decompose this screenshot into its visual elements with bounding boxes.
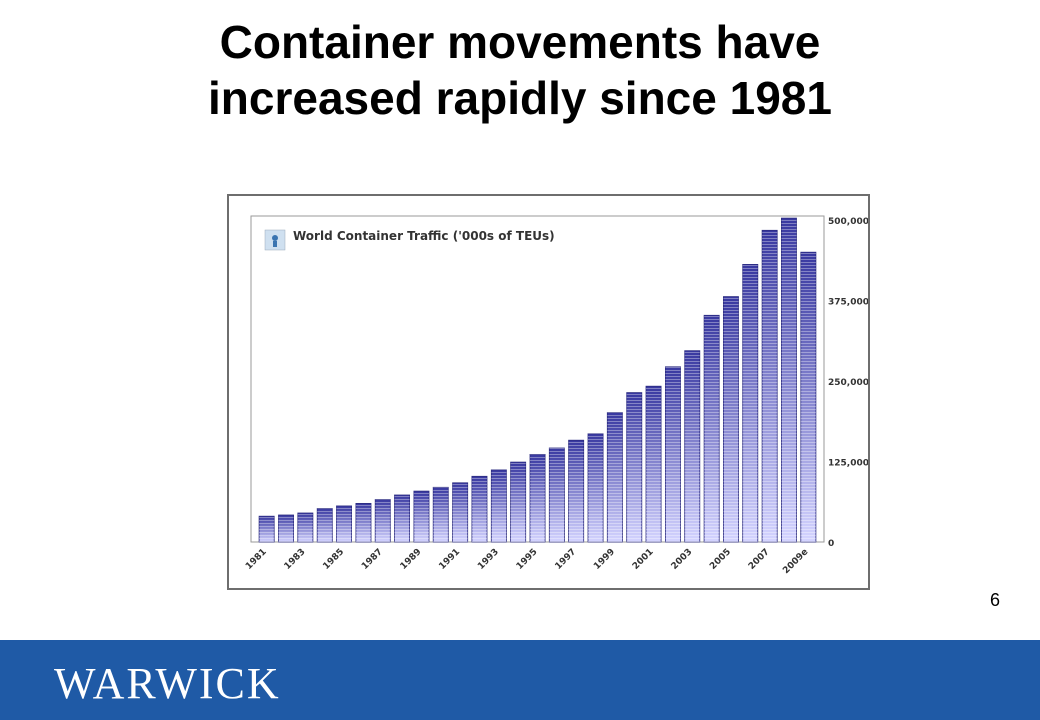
bar-texture-1999 [607, 412, 623, 542]
bar-texture-1998 [588, 433, 604, 542]
bar-texture-2005 [723, 296, 739, 542]
x-tick-label: 1989 [399, 547, 424, 572]
slide-title-line-1: Container movements have [219, 16, 821, 68]
x-tick-label: 1981 [244, 547, 269, 572]
bar-texture-2006 [742, 264, 758, 542]
bar-texture-1982 [278, 515, 294, 542]
bar-texture-1996 [549, 448, 565, 542]
bar-texture-2003 [684, 350, 700, 542]
bar-texture-2008 [781, 218, 797, 542]
bar-texture-1992 [471, 476, 487, 542]
y-tick-label: 250,000 [828, 378, 868, 388]
warwick-logo: WARWICK [54, 659, 281, 708]
x-tick-label: 2003 [670, 547, 695, 572]
bar-texture-1988 [394, 495, 410, 542]
bar-texture-1987 [375, 499, 391, 542]
bar-texture-1994 [510, 462, 526, 542]
bar-texture-1991 [452, 482, 468, 542]
x-tick-label: 1991 [437, 547, 462, 572]
x-tick-label: 2001 [631, 547, 656, 572]
bar-texture-1983 [297, 513, 313, 542]
bar-texture-1984 [317, 508, 333, 542]
chart-title: World Container Traffic ('000s of TEUs) [293, 229, 555, 243]
x-tick-label: 1985 [321, 547, 346, 572]
bar-texture-1985 [336, 505, 352, 542]
slide-title: Container movements have increased rapid… [0, 14, 1040, 126]
y-tick-label: 375,000 [828, 298, 868, 308]
bar-texture-1997 [568, 440, 584, 542]
bar-texture-1986 [355, 503, 371, 542]
bar-texture-1995 [530, 454, 546, 542]
x-tick-label: 1983 [283, 547, 308, 572]
x-tick-label: 1997 [554, 547, 579, 572]
x-tick-label: 1993 [476, 547, 501, 572]
bar-texture-2000 [626, 392, 642, 542]
slide-title-line-2: increased rapidly since 1981 [208, 72, 832, 124]
bar-texture-2002 [665, 366, 681, 542]
y-tick-label: 500,000 [828, 217, 868, 227]
x-tick-label: 1999 [592, 547, 617, 572]
bar-texture-2004 [704, 315, 720, 542]
x-tick-label: 2005 [708, 547, 733, 572]
page-number: 6 [990, 590, 1001, 610]
x-tick-label: 2007 [747, 547, 772, 572]
footer-band [0, 640, 1040, 720]
bar-texture-1989 [413, 491, 429, 542]
chart-frame: World Container Traffic ('000s of TEUs) … [227, 194, 870, 590]
bar-texture-2007 [762, 230, 778, 543]
x-tick-label: 1995 [515, 547, 540, 572]
bar-texture-2009e [800, 252, 816, 542]
y-tick-label: 0 [828, 539, 834, 549]
bar-texture-1993 [491, 469, 507, 542]
bar-texture-2001 [646, 386, 662, 542]
chart-logo-icon [264, 229, 286, 251]
x-tick-label: 1987 [360, 547, 385, 572]
world-container-traffic-chart: World Container Traffic ('000s of TEUs) … [244, 215, 868, 576]
x-tick-label: 2009e [781, 547, 810, 576]
bar-texture-1990 [433, 487, 449, 542]
y-tick-label: 125,000 [828, 459, 868, 469]
bar-texture-1981 [259, 516, 275, 542]
